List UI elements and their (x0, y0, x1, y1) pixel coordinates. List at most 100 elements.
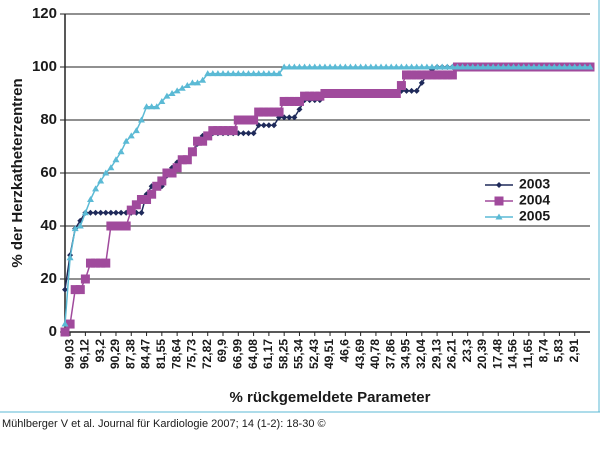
triangle-marker (397, 63, 405, 70)
square-marker (136, 195, 146, 204)
diamond-marker (296, 106, 303, 113)
square-marker (437, 70, 447, 80)
triangle-marker (525, 63, 533, 70)
square-marker (310, 91, 320, 101)
square-marker (101, 258, 111, 268)
square-marker (91, 258, 101, 268)
triangle-marker (224, 70, 232, 77)
triangle-marker (362, 63, 370, 70)
square-marker (442, 70, 452, 80)
square-marker (371, 89, 381, 98)
x-tick-label: 34,95 (399, 339, 413, 369)
triangle-marker (540, 63, 548, 70)
x-tick-label: 69,9 (215, 339, 229, 363)
square-marker (396, 81, 406, 91)
triangle-marker (459, 63, 467, 70)
triangle-marker (479, 63, 487, 70)
square-marker (187, 147, 197, 157)
square-marker (289, 96, 299, 106)
square-marker (116, 221, 126, 231)
legend-label: 2005 (519, 208, 550, 224)
x-tick-label: 81,55 (154, 339, 168, 369)
triangle-marker (413, 63, 421, 70)
triangle-marker (316, 63, 324, 70)
triangle-marker (428, 63, 436, 70)
square-marker (203, 131, 213, 141)
x-tick-label: 52,43 (307, 339, 321, 369)
triangle-marker (117, 148, 125, 155)
triangle-marker (137, 116, 145, 123)
triangle-marker (408, 63, 416, 70)
square-marker (254, 107, 264, 117)
square-marker (162, 168, 172, 178)
triangle-marker (148, 103, 156, 110)
triangle-marker (214, 70, 222, 77)
triangle-marker (403, 63, 411, 70)
triangle-marker (295, 63, 303, 70)
x-tick-label: 14,56 (506, 339, 520, 369)
x-tick-label: 26,21 (445, 339, 459, 369)
triangle-marker (168, 90, 176, 96)
triangle-marker (520, 63, 528, 70)
x-tick-label: 32,04 (414, 339, 428, 369)
triangle-marker (280, 63, 288, 70)
legend-label: 2003 (519, 176, 550, 192)
triangle-marker (550, 63, 558, 70)
square-marker (131, 200, 141, 210)
square-marker (65, 319, 75, 329)
square-marker (238, 115, 248, 125)
square-marker (243, 115, 253, 125)
diamond-marker (413, 87, 420, 94)
triangle-marker (367, 63, 375, 70)
x-tick-label: 5,83 (552, 339, 566, 363)
x-tick-label: 23,3 (460, 339, 474, 363)
triangle-marker (97, 177, 105, 184)
square-marker (407, 70, 417, 80)
x-tick-label: 29,13 (429, 339, 443, 369)
square-marker (126, 205, 136, 215)
x-axis-label: % rückgemeldete Parameter (230, 389, 431, 406)
x-tick-label: 61,17 (261, 339, 275, 369)
triangle-marker (464, 63, 472, 70)
x-tick-label: 17,48 (490, 339, 504, 369)
square-marker (198, 136, 208, 146)
triangle-marker (244, 70, 252, 77)
triangle-marker (173, 87, 181, 94)
triangle-marker (535, 63, 543, 70)
diamond-marker (418, 79, 425, 86)
triangle-marker (219, 70, 227, 77)
diamond-marker (62, 286, 68, 293)
triangle-marker (163, 92, 171, 99)
square-marker (412, 70, 422, 80)
triangle-marker (204, 70, 212, 77)
triangle-marker (270, 70, 278, 77)
legend-marker (496, 182, 502, 188)
diamond-marker (118, 209, 125, 216)
triangle-marker (229, 70, 237, 77)
triangle-marker (260, 70, 268, 77)
x-tick-label: 58,25 (276, 339, 290, 369)
triangle-marker (352, 63, 360, 70)
triangle-marker (555, 63, 563, 70)
x-tick-label: 20,39 (475, 339, 489, 369)
triangle-marker (194, 79, 202, 86)
square-marker (381, 89, 391, 98)
square-marker (366, 89, 376, 98)
x-tick-label: 66,99 (230, 339, 244, 369)
triangle-marker (122, 137, 130, 144)
caption: Mühlberger V et al. Journal für Kardiolo… (2, 418, 326, 430)
triangle-marker (387, 63, 395, 70)
triangle-marker (571, 63, 579, 70)
triangle-marker (484, 63, 492, 70)
triangle-marker (301, 63, 309, 70)
triangle-marker (306, 63, 314, 70)
triangle-marker (372, 63, 380, 70)
square-marker (208, 126, 218, 136)
triangle-marker (443, 63, 451, 70)
square-marker (80, 274, 90, 284)
triangle-marker (561, 63, 569, 70)
x-tick-label: 2,91 (567, 339, 581, 363)
square-marker (111, 221, 121, 231)
square-marker (351, 89, 361, 98)
triangle-marker (92, 185, 100, 192)
